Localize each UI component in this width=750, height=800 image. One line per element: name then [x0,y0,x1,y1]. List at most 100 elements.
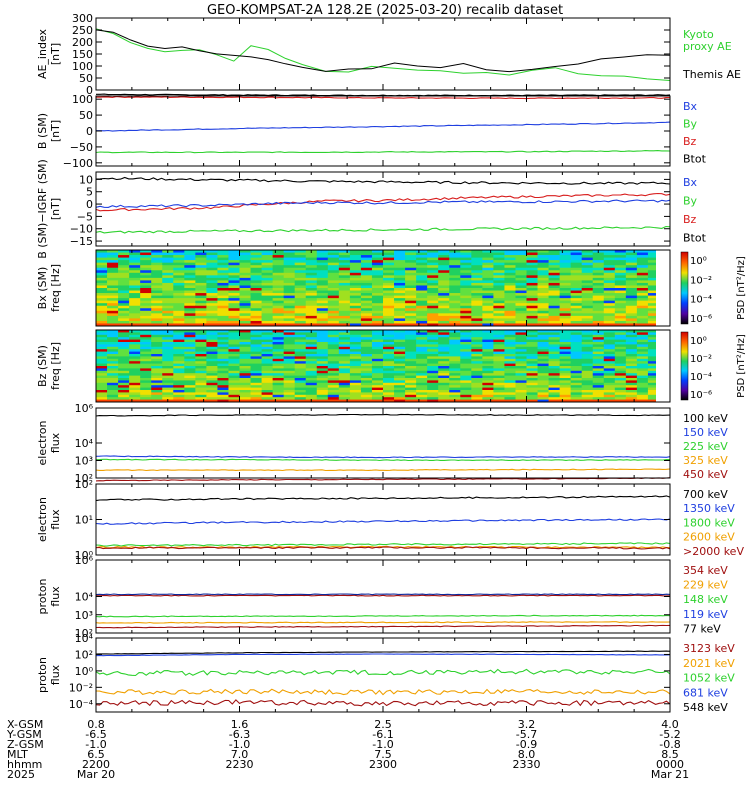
bxspec-cell [416,315,428,319]
bzspec-cell [118,382,130,386]
bxspec-cell [427,257,439,261]
bxspec-cell [195,267,207,271]
bzspec-cell [140,380,152,384]
bzspec-cell [96,344,108,348]
bxspec-cell [416,280,428,284]
bxspec-cell [515,323,527,327]
bzspec-cell [471,339,483,343]
bxspec-cell [471,293,483,296]
bzspec-cell [206,385,218,388]
bxspec-cell [349,300,362,304]
bzspec-cell [283,392,296,396]
bzspec-cell [228,366,240,369]
bxspec-cell [383,280,395,284]
xaxis-row-label: X-GSM [7,718,43,731]
bzspec-cell [184,366,196,369]
bzspec-cell [184,392,196,396]
bxspec-cell [184,270,196,274]
bxspec-cell [614,275,627,279]
bxspec-cell [162,262,174,266]
bzspec-cell [504,378,516,381]
bzspec-cell [250,339,262,343]
bxspec-cell [548,308,561,312]
bxspec-cell [206,313,218,317]
eflux2-ytick-label: 10² [75,478,93,491]
bzspec-cell [206,358,218,362]
bzspec-cell [559,356,572,360]
bxspec-cell [129,308,141,312]
bzspec-cell [316,380,329,384]
bzspec-cell [173,339,185,343]
bxspec-cell [504,277,516,281]
bzspec-cell [371,334,384,338]
bzspec-cell [383,346,395,350]
bzspec-cell [416,332,428,336]
bzspec-cell [636,397,649,400]
bxspec-cell [107,250,119,253]
bxspec-cell [305,293,318,296]
bzspec-cell [195,330,207,333]
bxspec-cell [239,293,251,296]
bzspec-cell [305,349,318,352]
bxspec-cell [118,275,130,279]
bxspec-cell [294,265,307,269]
bxspec-cell [383,275,395,279]
bxspec-cell [438,313,450,317]
bzspec-cell [405,375,417,379]
bxspec-cell [471,280,483,284]
bxspec-cell [537,318,549,322]
bzspec-cell [548,392,561,396]
bxspec-cell [559,318,572,322]
bxspec-cell [371,260,384,264]
bzspec-cell [162,342,174,345]
pflux2-legend-3: 681 keV [683,686,728,699]
bzspec-cell [118,370,130,374]
bzspec-cell [206,397,218,400]
bxspec-cell [305,298,318,302]
bxspec-cell [416,262,428,266]
bxspec-cell [283,255,296,258]
bzspec-cell [625,342,638,345]
bzspec-cell [592,392,605,396]
bzspec-cell [195,382,207,386]
eflux1-legend-1: 150 keV [683,426,728,439]
bxspec-cell [129,285,141,289]
bzspec-cell [526,342,538,345]
bzspec-cell [526,392,538,396]
bzspec-cell [570,363,583,367]
bzspec-cell [548,342,561,345]
bxspec-cell [228,285,240,289]
bzspec-cell [405,337,417,340]
bxspec-cell [383,290,395,294]
bzspec-cell [349,354,362,357]
bxspec-cell [647,250,660,253]
bzspec-cell [173,373,185,376]
bxspec-cell [625,323,638,327]
bzspec-cell [129,387,141,391]
bzspec-cell [118,373,130,376]
bxspec-cell [173,300,185,304]
bxspec-cell [272,265,285,269]
bxspec-cell [140,315,152,319]
bzspec-cell [261,387,274,391]
bzspec-cell [228,363,240,367]
bxspec-cell [614,252,627,256]
bzspec-cell [272,346,285,350]
bxspec-cell [482,270,494,274]
bxspec-cell [272,295,285,299]
bxspec-cell [427,323,439,327]
bxspec-cell [195,275,207,279]
bzspec-cell [129,363,141,367]
bzspec-cell [416,390,428,393]
bzspec-cell [250,382,262,386]
ae-ytick-label: 200 [72,36,93,49]
bxspec-cell [151,252,163,256]
bzspec-cell [305,370,318,374]
bzspec-cell [118,356,130,360]
bxspec-cell [405,315,417,319]
bxspec-cell [371,308,384,312]
bzspec-cell [603,351,616,355]
bzspec-cell [349,385,362,388]
bxspec-cell [305,272,318,276]
bxspec-cell [316,270,329,274]
